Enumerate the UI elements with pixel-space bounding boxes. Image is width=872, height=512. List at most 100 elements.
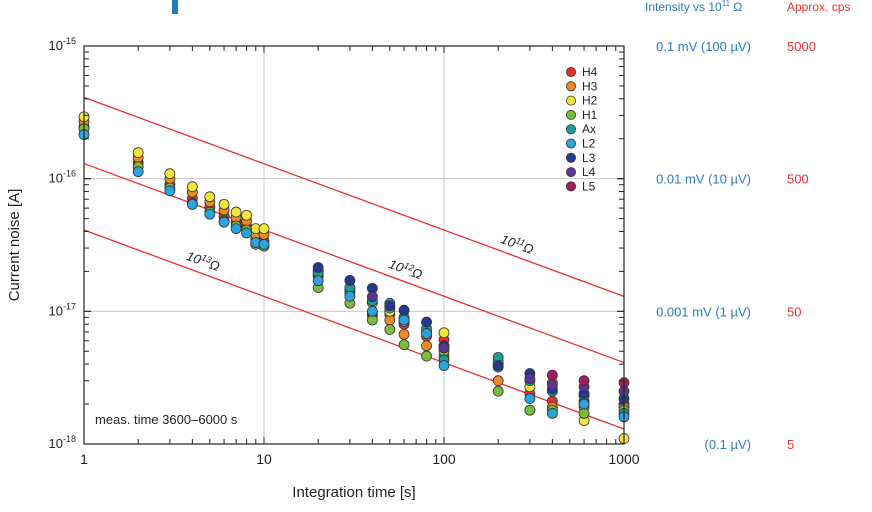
legend-label-h4: H4	[582, 65, 598, 79]
data-point-l2	[218, 216, 230, 228]
data-point-l2	[230, 223, 242, 235]
reference-line-label: 1012Ω	[387, 255, 425, 282]
data-point-l2	[398, 314, 410, 326]
legend-marker-ax	[566, 124, 577, 135]
legend-label-l4: L4	[582, 165, 596, 179]
y-tick-label: 10-18	[49, 434, 76, 451]
legend-marker-h2	[566, 95, 577, 106]
data-point-h2	[230, 206, 242, 218]
legend-label-h3: H3	[582, 79, 598, 93]
data-point-l2	[164, 185, 176, 197]
data-point-h3	[492, 375, 504, 387]
axis-ticks	[83, 45, 625, 445]
data-point-h2	[218, 198, 230, 210]
reference-line-label: 1011Ω	[499, 230, 536, 257]
data-point-l5	[578, 375, 590, 387]
legend-marker-h1	[566, 109, 577, 120]
data-point-l2	[186, 198, 198, 210]
data-point-h3	[421, 340, 432, 352]
data-point-l4	[524, 373, 536, 385]
reference-line	[83, 96, 625, 297]
x-axis-label: Integration time [s]	[292, 484, 415, 501]
data-point-l3	[344, 275, 356, 286]
data-point-h1	[398, 339, 410, 351]
grid	[84, 46, 624, 444]
legend-marker-h3	[566, 81, 577, 92]
right-axis-labels: Intensity vs 1011 Ω Approx. cps 0.1 mV (10…	[645, 0, 850, 452]
reference-line-label: 1013Ω	[184, 247, 222, 274]
plot-border	[83, 45, 625, 445]
cps-label: 50	[787, 304, 801, 319]
data-point-l3	[398, 304, 410, 316]
y-tick-label: 10-17	[49, 301, 76, 318]
intensity-label: 0.1 mV (100 µV)	[656, 39, 751, 54]
data-point-h2	[186, 181, 198, 193]
data-point-l2	[312, 275, 324, 287]
data-points	[78, 111, 630, 444]
legend-label-h2: H2	[582, 94, 598, 108]
legend-label-l3: L3	[582, 151, 596, 165]
legend-marker-l5	[566, 181, 577, 192]
intensity-label: 0.001 mV (1 µV)	[656, 304, 751, 319]
data-point-h1	[492, 385, 504, 397]
data-point-l3	[312, 262, 324, 273]
legend-label-h1: H1	[582, 108, 598, 122]
cps-label: 500	[787, 172, 809, 187]
data-point-l2	[366, 305, 378, 317]
data-point-h1	[578, 408, 590, 419]
data-point-l3	[384, 300, 396, 312]
cps-header: Approx. cps	[787, 0, 850, 14]
data-point-l3	[421, 316, 432, 328]
data-point-l4	[438, 342, 450, 354]
cps-label: 5000	[787, 39, 816, 54]
tick-labels: 1 10 100 1000 10-15 10-16 10-17 10-18	[49, 36, 640, 467]
data-point-h3	[398, 329, 410, 340]
data-point-h2	[204, 191, 216, 203]
data-point-l3	[492, 360, 504, 371]
data-point-l2	[258, 238, 270, 250]
measurement-time-annotation: meas. time 3600–6000 s	[95, 412, 238, 427]
data-point-h2	[164, 168, 176, 180]
data-point-l4	[366, 291, 378, 303]
legend-marker-l2	[566, 138, 577, 149]
legend-label-l2: L2	[582, 137, 596, 151]
plot-frame	[83, 45, 625, 445]
y-tick-label: 10-15	[49, 36, 76, 53]
x-tick-label: 10	[256, 451, 272, 467]
data-point-l2	[421, 328, 432, 339]
reference-lines: 1011Ω 1012Ω 1013Ω	[83, 96, 625, 430]
cps-label: 5	[787, 437, 794, 452]
x-tick-label: 1	[80, 451, 88, 467]
data-point-l2	[438, 360, 450, 371]
intensity-label: 0.01 mV (10 µV)	[656, 172, 751, 187]
data-point-l5	[546, 369, 558, 381]
legend-label-l5: L5	[582, 179, 596, 193]
data-point-h2	[132, 147, 144, 159]
legend-marker-h4	[566, 67, 577, 78]
reference-line	[83, 229, 625, 430]
intensity-header: Intensity vs 1011 Ω	[645, 0, 742, 14]
y-axis-label: Current noise [A]	[6, 189, 23, 302]
data-point-h1	[524, 404, 536, 416]
data-point-l4	[546, 379, 558, 391]
data-point-h1	[421, 350, 432, 362]
data-point-l2	[578, 398, 590, 410]
y-tick-label: 10-16	[49, 169, 76, 186]
data-point-l2	[204, 208, 216, 220]
data-point-l2	[132, 166, 144, 178]
legend-marker-l3	[566, 152, 577, 163]
data-point-l2	[546, 408, 558, 419]
data-point-h2	[438, 327, 450, 339]
x-tick-label: 1000	[608, 451, 639, 467]
reference-line	[83, 162, 625, 364]
data-point-l2	[241, 227, 252, 239]
data-point-h2	[258, 223, 270, 235]
data-point-l2	[344, 290, 356, 302]
data-point-h2	[241, 209, 252, 221]
x-tick-label: 100	[432, 451, 456, 467]
data-point-l2	[524, 393, 536, 404]
intensity-label: (0.1 µV)	[704, 437, 751, 452]
header-fragment	[172, 0, 178, 14]
